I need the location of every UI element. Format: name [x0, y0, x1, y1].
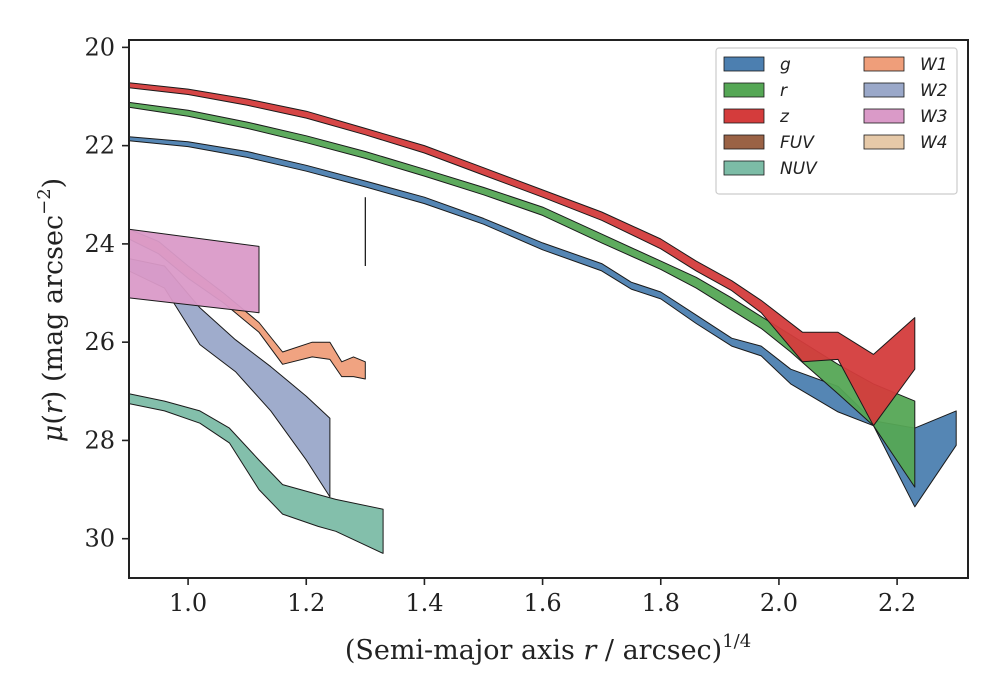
- legend-swatch-w3: [863, 108, 905, 124]
- x-tick-label: 1.6: [524, 589, 562, 617]
- legend-label-w1: W1: [920, 55, 948, 75]
- x-tick-label: 2.0: [760, 589, 798, 617]
- y-tick-label: 24: [84, 230, 115, 258]
- legend-label-w4: W4: [920, 133, 948, 153]
- y-tick-label: 30: [84, 525, 115, 553]
- legend-swatch-r: [723, 82, 765, 98]
- legend-label-fuv: FUV: [780, 133, 815, 153]
- band-z: [128, 82, 916, 427]
- y-tick-label: 28: [84, 426, 115, 454]
- plot-frame: [128, 39, 969, 579]
- y-axis: 20 22 24 26 28 30: [84, 33, 129, 553]
- x-tick-label: 1.8: [642, 589, 680, 617]
- legend-label-r: r: [780, 81, 788, 101]
- x-axis-title: (Semi-major axis r / arcsec)1/4: [345, 631, 751, 666]
- y-tick-label: 22: [84, 132, 115, 160]
- legend-swatch-g: [723, 56, 765, 72]
- series-layer: [128, 82, 957, 554]
- legend: grz FUV NUV W1 W2 W3 W4: [715, 47, 958, 195]
- y-tick-label: 20: [84, 33, 115, 61]
- legend-swatch-fuv: [723, 134, 765, 150]
- legend-swatch-z: [723, 108, 765, 124]
- legend-label-nuv: NUV: [780, 159, 818, 179]
- x-tick-label: 2.2: [878, 589, 916, 617]
- legend-label-z: z: [779, 107, 790, 127]
- x-axis: 1.0 1.2 1.4 1.6 1.8 2.0 2.2: [169, 578, 916, 617]
- x-tick-label: 1.0: [169, 589, 207, 617]
- legend-swatch-nuv: [723, 160, 765, 176]
- y-tick-label: 26: [84, 328, 115, 356]
- x-tick-label: 1.4: [405, 589, 443, 617]
- legend-swatch-w4: [863, 134, 905, 150]
- band-nuv: [128, 393, 384, 554]
- legend-swatch-w1: [863, 56, 905, 72]
- band-w3: [128, 228, 260, 314]
- x-tick-label: 1.2: [287, 589, 325, 617]
- y-axis-title: μ(r) (mag arcsec−2): [34, 178, 69, 442]
- legend-label-w3: W3: [920, 107, 948, 127]
- band-g: [128, 136, 957, 508]
- legend-label-w2: W2: [920, 81, 948, 101]
- legend-swatch-w2: [863, 82, 905, 98]
- legend-label-g: g: [780, 55, 791, 75]
- band-w2: [128, 258, 331, 498]
- band-r: [128, 101, 916, 488]
